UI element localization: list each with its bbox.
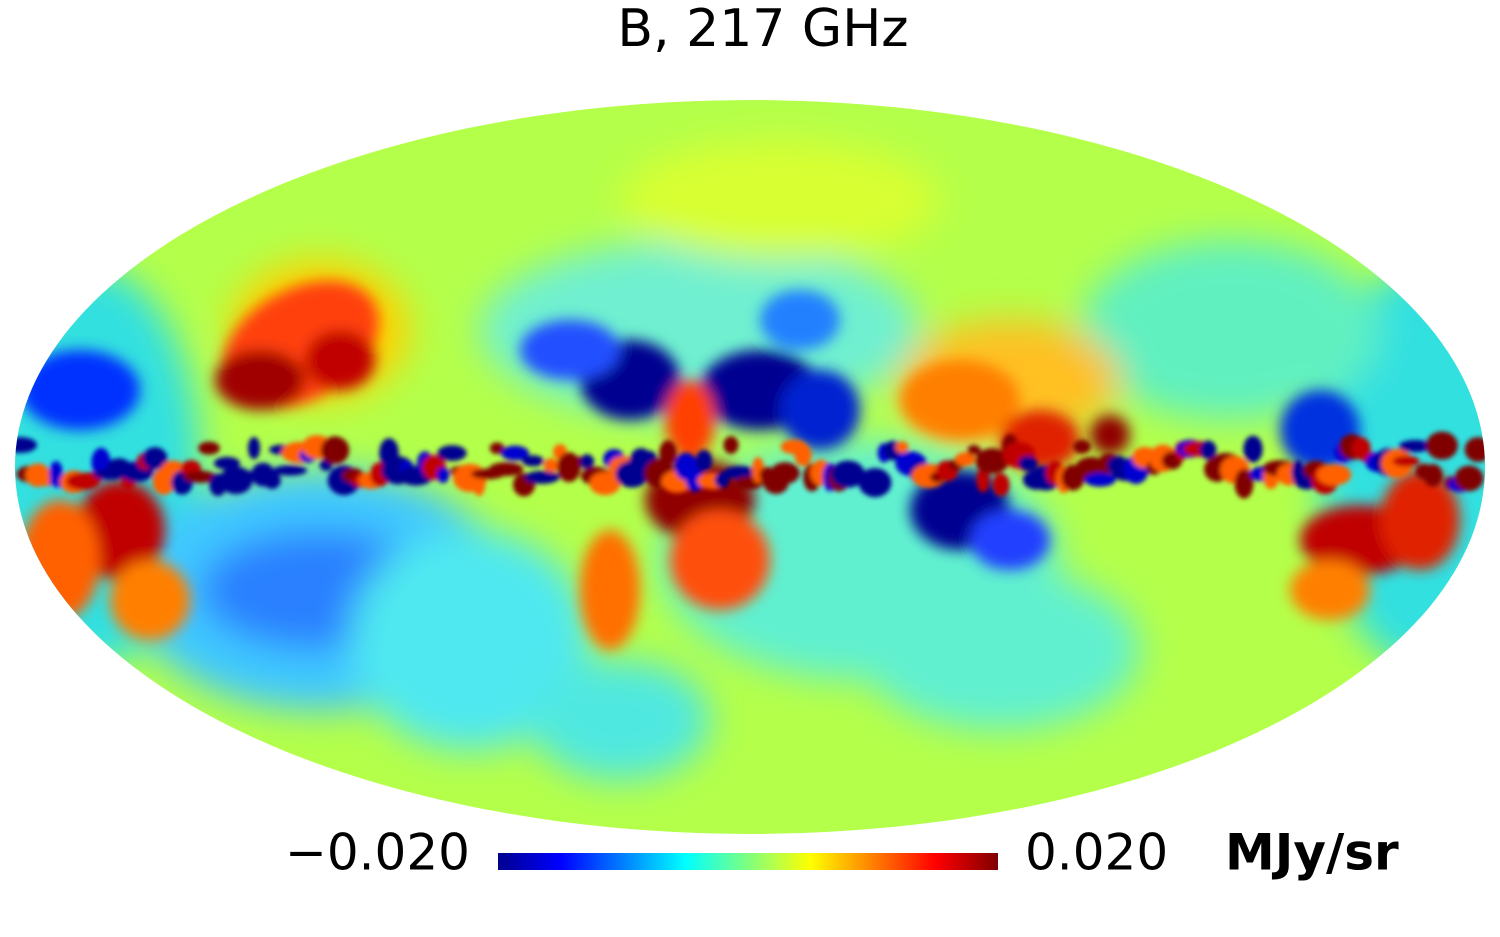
plane-feature [1234, 468, 1254, 499]
plane-feature [858, 468, 892, 498]
plane-feature [320, 436, 350, 465]
plane-feature [1426, 431, 1458, 460]
plane-feature [272, 465, 308, 476]
medium-scale-structure [20, 281, 1460, 650]
plane-feature [1423, 464, 1443, 487]
plane-feature [543, 458, 559, 473]
plane-feature [1316, 464, 1352, 486]
plane-feature [142, 447, 168, 470]
plane-feature [794, 443, 812, 467]
plane-feature [1392, 455, 1420, 467]
plane-feature [1073, 439, 1091, 454]
plane-feature [992, 473, 1010, 497]
plane-feature [685, 468, 705, 492]
plane-feature [235, 470, 255, 481]
plane-feature [1243, 435, 1263, 463]
plane-feature [198, 441, 220, 455]
plane-feature [437, 445, 467, 462]
colorbar-max-label: 0.020 [1025, 824, 1168, 882]
plane-feature [1464, 437, 1485, 463]
plane-feature [436, 467, 450, 484]
plane-feature [723, 465, 757, 480]
plane-feature [976, 467, 990, 493]
plane-feature [524, 470, 560, 484]
colorbar-unit: MJy/sr [1225, 824, 1399, 882]
plane-feature [589, 471, 621, 496]
plane-feature [488, 462, 524, 477]
plane-feature [183, 470, 217, 483]
plane-feature [770, 462, 800, 485]
plane-feature [213, 456, 241, 470]
plane-feature [695, 449, 713, 472]
plane-feature [1199, 440, 1217, 460]
plane-feature [1084, 472, 1116, 487]
plane-feature [489, 442, 505, 455]
plane-feature [579, 454, 595, 469]
colorbar [498, 853, 998, 870]
galactic-plane [15, 431, 1485, 499]
plane-feature [1018, 455, 1038, 471]
plane-feature [954, 452, 976, 467]
plane-feature [263, 471, 281, 490]
plane-feature [500, 445, 530, 461]
plane-feature [723, 436, 739, 455]
plane-feature [1454, 465, 1484, 492]
plane-feature [967, 445, 981, 456]
plane-feature [895, 441, 909, 454]
plane-feature [659, 440, 677, 467]
plane-feature [247, 436, 261, 460]
map-title: B, 217 GHz [617, 0, 908, 59]
plane-feature [15, 437, 38, 453]
plane-feature [1398, 440, 1432, 453]
plane-feature [522, 455, 544, 467]
plane-feature [831, 460, 865, 488]
plane-feature [975, 448, 1009, 475]
colorbar-min-label: −0.020 [285, 824, 470, 882]
mollweide-map [15, 100, 1485, 834]
